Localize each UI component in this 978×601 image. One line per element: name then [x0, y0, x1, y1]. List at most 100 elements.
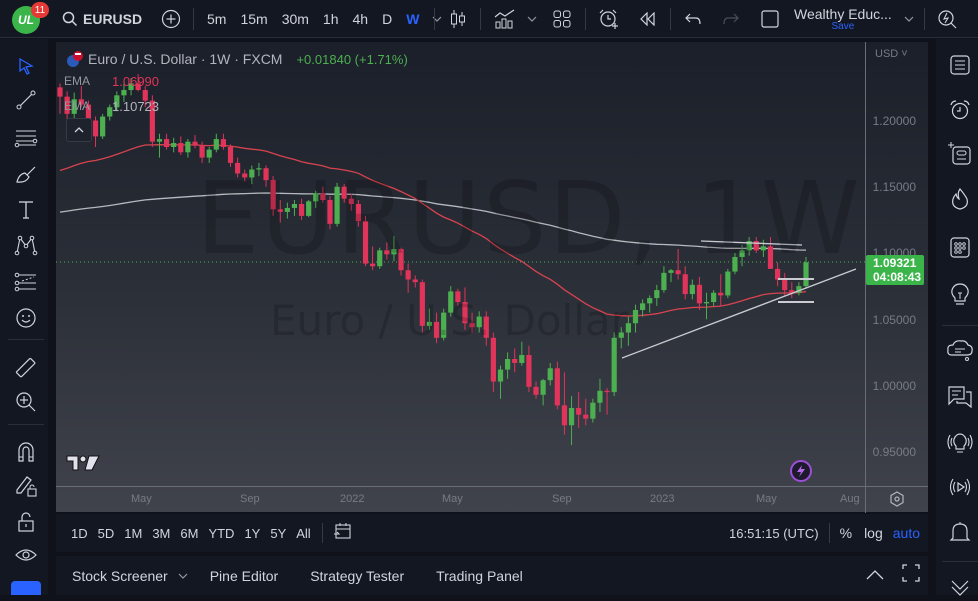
chart-settings-button[interactable] — [889, 491, 905, 512]
magnet-tool[interactable] — [10, 437, 42, 467]
icons-tool[interactable] — [10, 303, 42, 333]
interval-15m[interactable]: 15m — [240, 10, 268, 27]
live-streams-button[interactable] — [942, 471, 978, 503]
range-5y[interactable]: 5Y — [270, 525, 287, 541]
more-button[interactable] — [942, 569, 978, 601]
expand-panel-button[interactable] — [866, 567, 884, 585]
range-5d[interactable]: 5D — [97, 525, 115, 541]
redo-button[interactable] — [722, 0, 740, 38]
eye-icon — [15, 549, 37, 561]
cursor-tool[interactable] — [10, 51, 42, 81]
range-ytd[interactable]: YTD — [208, 525, 235, 541]
symbol-description[interactable]: Euro / U.S. Dollar · 1W · FXCM — [88, 51, 283, 67]
indicators-icon — [494, 9, 515, 28]
hotlists-button[interactable] — [942, 183, 978, 215]
tab-stock-screener[interactable]: Stock Screener — [72, 568, 188, 584]
bottom-panel-tabs: Stock Screener Pine Editor Strategy Test… — [56, 556, 928, 595]
candle-body — [206, 149, 212, 158]
compare-symbol-button[interactable] — [160, 0, 182, 38]
tradingview-logo[interactable] — [66, 454, 100, 477]
tab-strategy-tester[interactable]: Strategy Tester — [310, 568, 404, 584]
data-window-button[interactable] — [942, 138, 978, 170]
price-axis[interactable]: USD ˅ 1.20000 1.15000 1.10000 1.05000 1.… — [865, 42, 928, 486]
currency-selector[interactable]: USD ˅ — [875, 48, 908, 60]
save-label[interactable]: Save — [831, 21, 855, 32]
interval-5m[interactable]: 5m — [207, 10, 227, 27]
ema-fast-value: 1.06990 — [112, 74, 160, 89]
range-6m[interactable]: 6M — [180, 525, 199, 541]
interval-1h[interactable]: 1h — [322, 10, 339, 27]
range-all[interactable]: All — [296, 525, 311, 541]
chats-button[interactable] — [942, 335, 978, 367]
range-1d[interactable]: 1D — [71, 525, 88, 541]
alerts-button[interactable] — [942, 94, 978, 126]
object-tree-button[interactable] — [11, 581, 41, 595]
text-tool[interactable] — [10, 195, 42, 225]
interval-w[interactable]: W — [406, 10, 420, 27]
ideas-button[interactable] — [942, 279, 978, 311]
eu-us-flag-icon — [67, 51, 83, 67]
log-toggle[interactable]: log — [864, 525, 883, 541]
layout-name-button[interactable]: Wealthy Educ... Save — [794, 6, 892, 32]
go-to-date-button[interactable] — [333, 521, 353, 546]
notifications-button[interactable] — [942, 517, 978, 549]
ema-slow-legend[interactable]: EMA 1.10723 — [64, 99, 159, 114]
candle-body — [476, 316, 482, 328]
maximize-panel-button[interactable] — [902, 564, 920, 587]
lock-all-tool[interactable] — [10, 507, 42, 537]
zoom-in-tool[interactable] — [10, 387, 42, 417]
candlestick-chart[interactable] — [56, 42, 928, 512]
brush-tool[interactable] — [10, 159, 42, 189]
axis-divider — [865, 487, 866, 513]
layouts-button[interactable] — [552, 0, 572, 38]
interval-30m[interactable]: 30m — [281, 10, 309, 27]
interval-4h[interactable]: 4h — [352, 10, 369, 27]
messages-button[interactable] — [942, 381, 978, 413]
candle-body — [327, 200, 333, 224]
tab-pine-editor[interactable]: Pine Editor — [210, 568, 278, 584]
collapse-legend-button[interactable] — [66, 118, 92, 142]
indicators-dropdown[interactable] — [526, 0, 538, 38]
range-3m[interactable]: 3M — [152, 525, 171, 541]
trend-line-drawing[interactable] — [621, 268, 857, 359]
pattern-tool[interactable] — [10, 230, 42, 260]
prediction-tool[interactable] — [10, 267, 42, 297]
range-1m[interactable]: 1M — [124, 525, 143, 541]
indicators-button[interactable] — [493, 0, 517, 38]
time-tick: May — [442, 493, 463, 505]
range-1y[interactable]: 1Y — [244, 525, 261, 541]
quick-search-button[interactable] — [936, 0, 958, 38]
streams-button[interactable] — [942, 427, 978, 459]
utc-clock[interactable]: 16:51:15 (UTC) — [729, 525, 819, 541]
interval-d[interactable]: D — [382, 10, 393, 27]
auto-toggle[interactable]: auto — [892, 525, 920, 541]
lock-drawings-tool[interactable] — [10, 471, 42, 501]
layout-name: Wealthy Educ... — [794, 6, 892, 22]
replay-button[interactable] — [638, 0, 658, 38]
undo-icon — [685, 13, 701, 24]
resistance-line-drawing[interactable] — [700, 240, 803, 246]
chart-pane[interactable] — [56, 42, 928, 512]
undo-button[interactable] — [684, 0, 702, 38]
fullscreen-toggle-button[interactable] — [760, 0, 780, 38]
layout-dropdown[interactable] — [902, 0, 916, 38]
trend-line-tool[interactable] — [10, 85, 42, 115]
fib-tool[interactable] — [10, 123, 42, 153]
candle-body — [306, 201, 312, 216]
measure-tool[interactable] — [10, 353, 42, 383]
calendar-button[interactable] — [942, 231, 978, 263]
chart-type-button[interactable] — [448, 0, 468, 38]
watchlist-button[interactable] — [942, 49, 978, 81]
symbol-search-button[interactable]: EURUSD — [62, 0, 142, 38]
lightning-alert-button[interactable] — [790, 460, 812, 482]
candle-body — [746, 241, 752, 251]
horizontal-lines-icon — [14, 130, 38, 148]
maximize-icon — [902, 564, 920, 582]
interval-dropdown[interactable] — [426, 0, 448, 38]
ema-fast-legend[interactable]: EMA 1.06990 — [64, 74, 159, 89]
create-alert-button[interactable] — [598, 0, 620, 38]
tab-trading-panel[interactable]: Trading Panel — [436, 568, 523, 584]
time-axis[interactable]: May Sep 2022 May Sep 2023 May Aug — [56, 486, 928, 513]
hide-drawings-tool[interactable] — [10, 541, 42, 571]
percent-toggle[interactable]: % — [839, 525, 853, 541]
